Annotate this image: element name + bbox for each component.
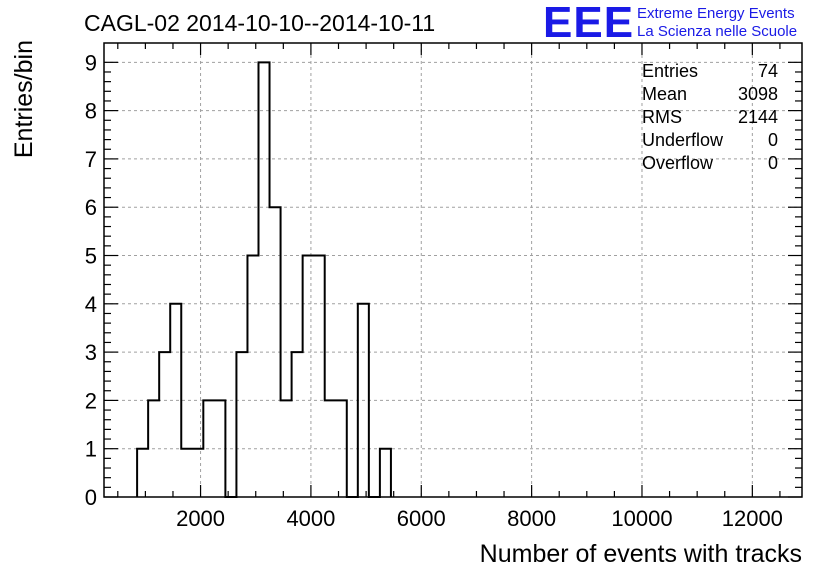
grid-lines [104, 43, 802, 497]
stats-value: 3098 [737, 84, 778, 104]
stats-row-overflow: Overflow 0 [642, 152, 778, 175]
stats-row-entries: Entries 74 [642, 60, 778, 83]
axes [103, 42, 803, 498]
x-tick-label: 8000 [507, 506, 556, 531]
stats-value: 74 [757, 61, 778, 81]
y-tick-label: 9 [85, 50, 97, 75]
plot-frame [103, 42, 803, 498]
eee-logo: EEE [543, 0, 635, 47]
logo-caption-line2: La Scienza nelle Scuole [637, 23, 798, 40]
chart-title: CAGL-02 2014-10-10--2014-10-11 [84, 10, 436, 36]
stats-label: Underflow [642, 130, 724, 150]
stats-label: Overflow [642, 153, 714, 173]
y-tick-label: 5 [85, 244, 97, 269]
stats-label: Mean [642, 84, 688, 104]
stats-label: Entries [642, 61, 699, 81]
logo-caption-line1: Extreme Energy Events [637, 5, 795, 22]
y-tick-label: 7 [85, 147, 97, 172]
y-tick-label: 2 [85, 388, 97, 413]
tick-labels: 2000 4000 6000 8000 10000 12000 0 1 2 3 4 5 6 7 8 9 [85, 50, 783, 531]
y-tick-label: 8 [85, 99, 97, 124]
y-tick-label: 4 [85, 292, 97, 317]
stats-value: 0 [767, 153, 778, 173]
x-tick-label: 4000 [286, 506, 335, 531]
stats-row-mean: Mean 3098 [642, 83, 778, 106]
stats-label: RMS [642, 107, 682, 127]
stats-value: 2144 [737, 107, 778, 127]
y-tick-label: 0 [85, 485, 97, 510]
x-tick-label: 12000 [722, 506, 783, 531]
x-axis-label: Number of events with tracks [480, 540, 802, 568]
y-tick-label: 3 [85, 340, 97, 365]
stats-value: 0 [767, 130, 778, 150]
histogram-bins [136, 61, 392, 498]
stats-box: Entries 74 Mean 3098 RMS 2144 Underflow … [642, 60, 778, 175]
y-tick-label: 1 [85, 437, 97, 462]
x-tick-label: 6000 [397, 506, 446, 531]
stats-row-underflow: Underflow 0 [642, 129, 778, 152]
x-tick-label: 2000 [176, 506, 225, 531]
y-tick-label: 6 [85, 195, 97, 220]
y-axis-label: Entries/bin [10, 40, 38, 158]
histogram-bin-run [136, 61, 392, 498]
x-tick-label: 10000 [611, 506, 672, 531]
stats-row-rms: RMS 2144 [642, 106, 778, 129]
logo-caption: Extreme Energy Events La Scienza nelle S… [637, 5, 797, 41]
